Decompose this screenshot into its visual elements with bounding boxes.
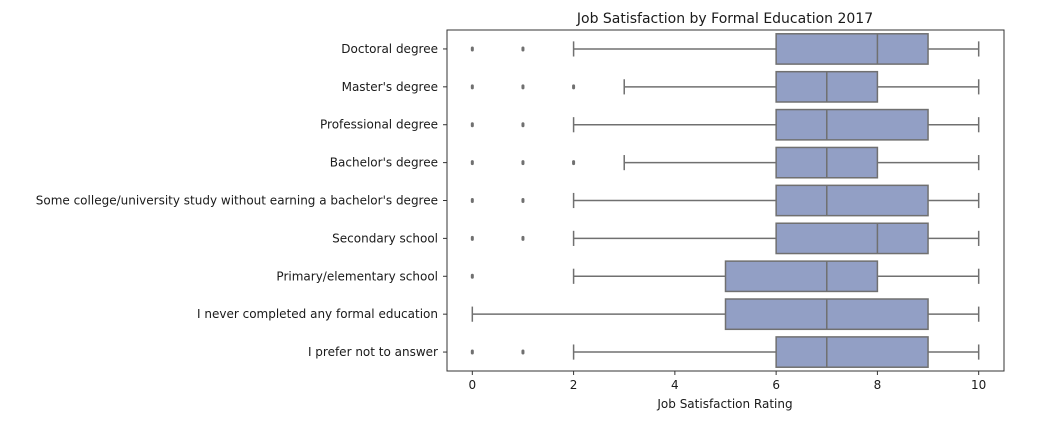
x-tick-label: 6 [772, 378, 780, 392]
category-label: I prefer not to answer [308, 345, 438, 359]
category-label: Master's degree [342, 80, 438, 94]
box-group [470, 184, 980, 217]
x-tick-label: 4 [671, 378, 679, 392]
outlier-point [470, 349, 474, 355]
outlier-point [521, 84, 525, 90]
iqr-box [775, 336, 929, 368]
outlier-point [572, 84, 576, 90]
x-tick-label: 10 [971, 378, 986, 392]
iqr-box [724, 260, 879, 293]
outlier-point [521, 46, 525, 52]
box-group [470, 146, 980, 179]
chart-title: Job Satisfaction by Formal Education 201… [576, 11, 873, 27]
category-labels: Doctoral degree Master's degree Profession… [36, 42, 447, 359]
category-label: Primary/elementary school [276, 269, 438, 283]
boxes-layer [470, 33, 980, 368]
outlier-point [470, 235, 474, 241]
box-group [471, 298, 980, 331]
category-label: I never completed any formal education [197, 307, 438, 321]
box-group [470, 260, 980, 293]
outlier-point [470, 122, 474, 128]
x-tick-label: 8 [874, 378, 882, 392]
x-axis-ticks: 0 2 4 6 8 10 [468, 371, 986, 392]
outlier-point [521, 122, 525, 128]
box-group [470, 70, 980, 103]
plot-frame [446, 29, 1005, 372]
x-tick-label: 2 [570, 378, 578, 392]
outlier-point [521, 160, 525, 166]
outlier-point [470, 84, 474, 90]
iqr-box [775, 222, 929, 255]
outlier-point [521, 198, 525, 203]
outlier-point [572, 160, 576, 166]
outlier-point [470, 160, 474, 166]
outlier-point [470, 273, 474, 279]
box-group [470, 33, 980, 65]
iqr-box [775, 33, 929, 65]
iqr-box [775, 184, 929, 217]
category-label: Some college/university study without ea… [36, 194, 438, 208]
category-label: Professional degree [320, 118, 438, 132]
category-label: Bachelor's degree [330, 156, 438, 170]
box-group [470, 108, 980, 141]
category-label: Doctoral degree [341, 42, 438, 56]
outlier-point [521, 235, 525, 241]
x-axis-label: Job Satisfaction Rating [656, 397, 792, 411]
outlier-point [521, 349, 525, 355]
x-tick-label: 0 [468, 378, 476, 392]
category-label: Secondary school [332, 231, 438, 245]
outlier-point [470, 46, 474, 52]
outlier-point [470, 198, 474, 203]
box-group [470, 222, 980, 255]
iqr-box [775, 108, 929, 141]
box-group [470, 336, 980, 368]
